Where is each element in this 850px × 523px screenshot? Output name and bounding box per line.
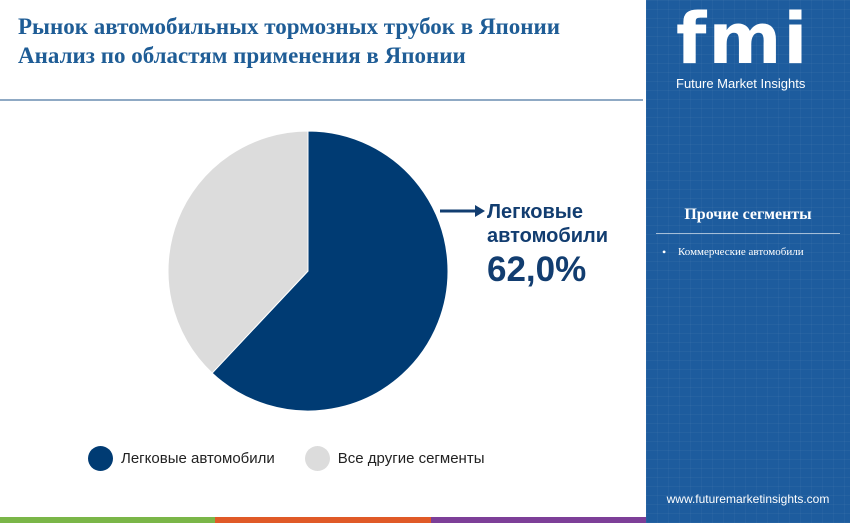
legend-label-other-segments: Все другие сегменты: [337, 450, 485, 467]
title-line-2: Анализ по областям применения в Японии: [18, 43, 466, 68]
logo-wordmark: fmi: [676, 0, 810, 80]
callout-value: 62,0%: [487, 250, 587, 289]
other-segments-divider: [656, 233, 840, 234]
pie-chart: [167, 130, 485, 412]
callout-arrow: [440, 205, 485, 217]
other-segments-heading: Прочие сегменты: [684, 206, 812, 223]
sidebar-panel: fmi Future Market Insights Прочие сегмен…: [646, 0, 850, 523]
legend-swatch-passenger-cars: [88, 446, 113, 471]
fmi-logo: fmi Future Market Insights: [646, 0, 850, 96]
bottom-bar-orange: [215, 517, 431, 523]
callout-label-line-2: автомобили: [487, 225, 609, 247]
website-url[interactable]: www.futuremarketinsights.com: [666, 492, 830, 506]
bottom-bar-green: [0, 517, 216, 523]
legend-item-other-segments: Все другие сегменты: [304, 446, 485, 471]
chart-title: Рынок автомобильных тормозных трубок в Я…: [18, 12, 638, 70]
pie-slice-passenger-cars: [211, 130, 449, 412]
other-segment-item: Коммерческие автомобили: [660, 245, 804, 260]
callout-label-line-1: Легковые: [487, 201, 583, 223]
legend-item-passenger-cars: Легковые автомобили: [88, 446, 275, 471]
legend-swatch-other-segments: [304, 446, 330, 471]
bottom-color-bar: [0, 517, 646, 523]
callout-label: Легковые автомобили: [487, 200, 608, 248]
logo-subtitle: Future Market Insights: [676, 76, 806, 91]
chart-legend: Легковые автомобили Все другие сегменты: [88, 446, 515, 471]
legend-label-passenger-cars: Легковые автомобили: [121, 450, 275, 467]
bottom-bar-purple: [430, 517, 646, 523]
other-segments-list: Коммерческие автомобили: [660, 245, 804, 260]
pie-slice-other-segments: [167, 130, 309, 374]
title-line-1: Рынок автомобильных тормозных трубок в Я…: [18, 14, 561, 39]
title-divider: [0, 99, 643, 101]
